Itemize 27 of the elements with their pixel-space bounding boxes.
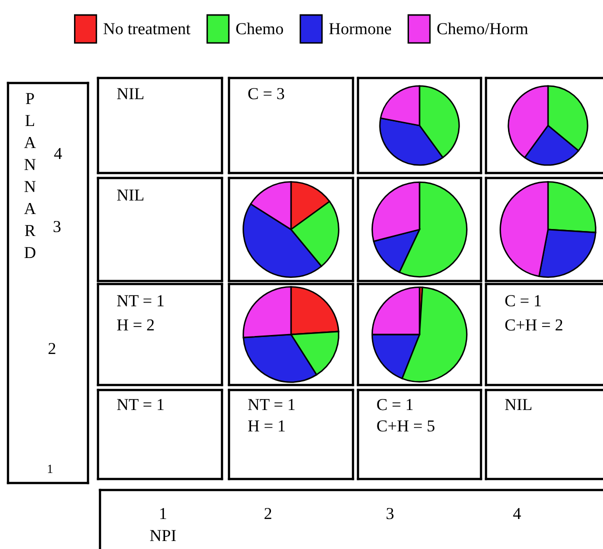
text: PLANNARD <box>24 93 36 258</box>
category-label: 3 <box>386 508 394 520</box>
text: C = 1 <box>377 398 413 410</box>
category-label: 1 <box>48 464 52 474</box>
category-label: 4 <box>513 508 521 520</box>
category-label: 2 <box>48 342 56 354</box>
text: C+H = 5 <box>377 420 434 432</box>
legend-label: No treatment <box>104 23 190 34</box>
legend-label: Chemo <box>236 22 284 34</box>
category-label: 1 <box>160 508 166 520</box>
category-label: 3 <box>54 220 61 232</box>
category-label: 4 <box>54 148 62 160</box>
text: H = 2 <box>117 319 154 330</box>
text: H = 1 <box>248 420 285 432</box>
text: NPI <box>150 530 176 542</box>
text: C+H = 2 <box>505 319 562 331</box>
text: NIL <box>505 399 532 410</box>
text: C = 1 <box>505 295 541 306</box>
text: NT = 1 <box>248 399 295 410</box>
text: NT = 1 <box>117 399 164 410</box>
text: C = 3 <box>248 88 284 100</box>
legend-label: Chemo/Horm <box>437 22 528 34</box>
text: NIL <box>117 88 144 100</box>
text: NT = 1 <box>117 295 164 306</box>
legend-label: Hormone <box>329 23 392 34</box>
text: NIL <box>117 190 144 201</box>
category-label: 2 <box>264 508 272 520</box>
